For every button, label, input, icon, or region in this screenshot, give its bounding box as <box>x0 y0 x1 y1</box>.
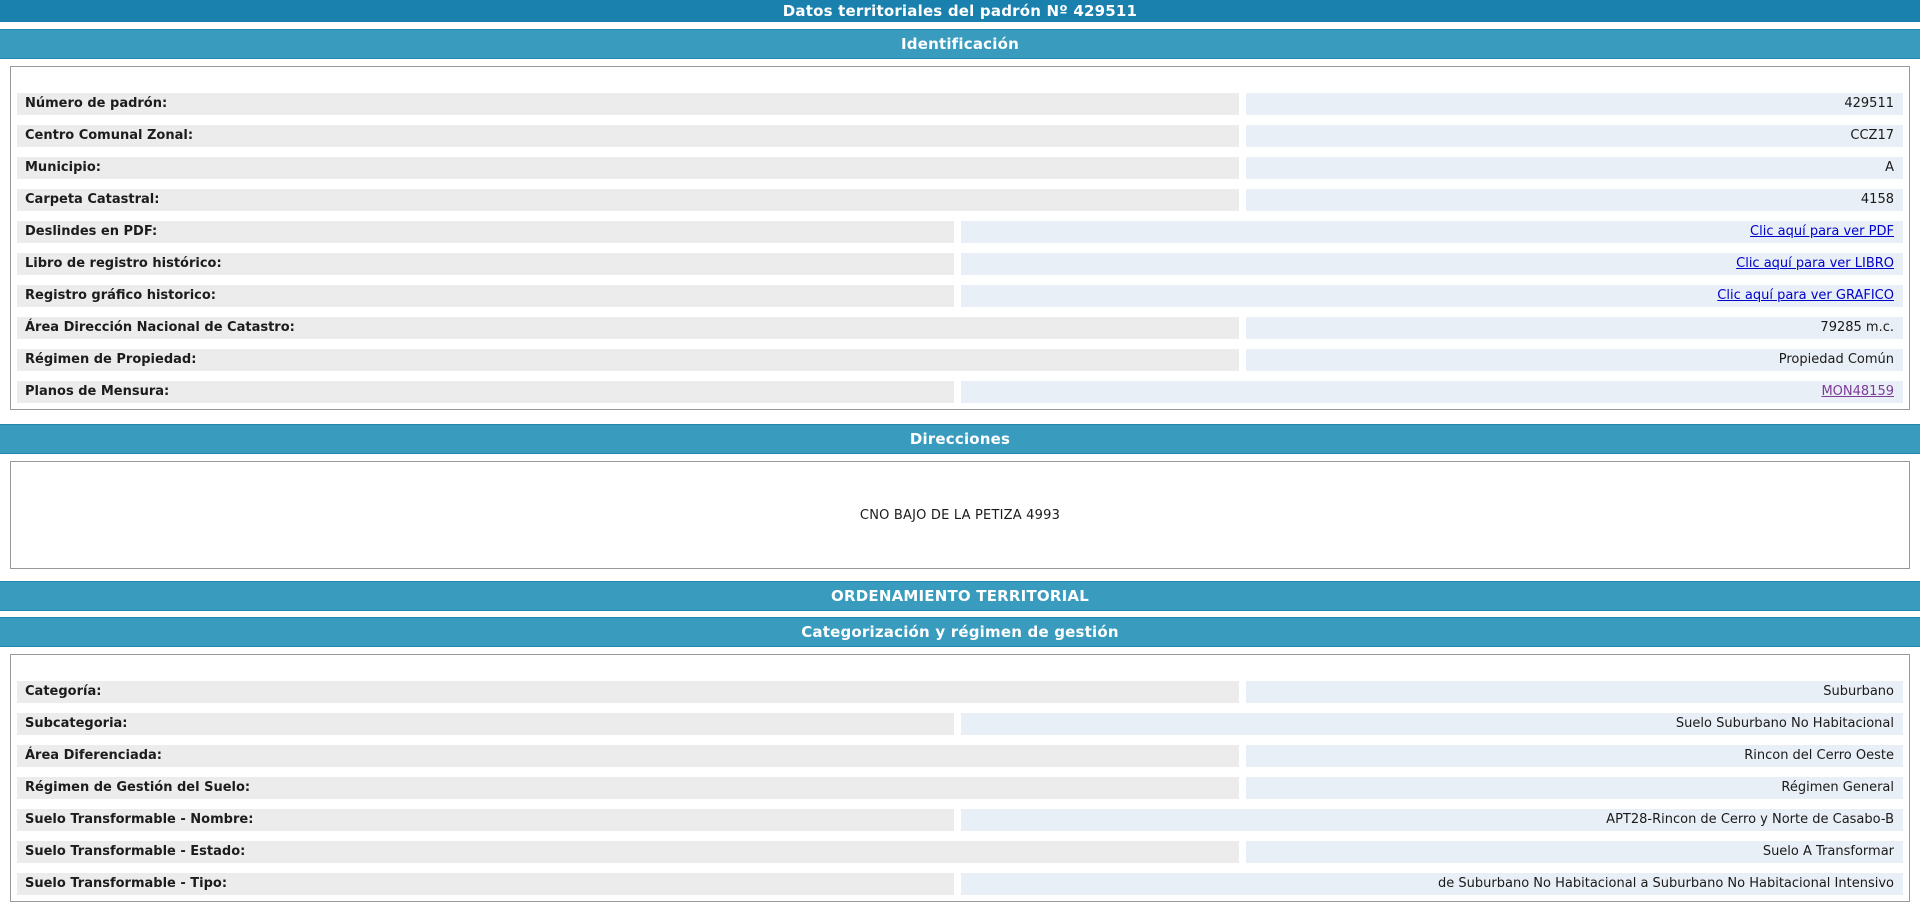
field-row-suelo-transformable-nombre: Suelo Transformable - Nombre: APT28-Rinc… <box>17 809 1903 831</box>
field-value: de Suburbano No Habitacional a Suburbano… <box>961 873 1903 895</box>
field-label: Planos de Mensura: <box>17 381 955 403</box>
field-label: Centro Comunal Zonal: <box>17 125 1240 147</box>
field-value: Clic aquí para ver GRAFICO <box>961 285 1903 307</box>
field-label: Categoría: <box>17 681 1240 703</box>
field-label: Suelo Transformable - Nombre: <box>17 809 955 831</box>
field-value: APT28-Rincon de Cerro y Norte de Casabo-… <box>961 809 1903 831</box>
field-row-regimen-gestion-suelo: Régimen de Gestión del Suelo: Régimen Ge… <box>17 777 1903 799</box>
ver-pdf-link[interactable]: Clic aquí para ver PDF <box>1750 224 1894 239</box>
address-text: CNO BAJO DE LA PETIZA 4993 <box>859 507 1061 523</box>
spacer <box>0 22 1920 29</box>
field-row-area-catastro: Área Dirección Nacional de Catastro: 792… <box>17 317 1903 339</box>
field-row-municipio: Municipio: A <box>17 157 1903 179</box>
field-value: Propiedad Común <box>1246 349 1903 371</box>
field-value: Clic aquí para ver PDF <box>961 221 1903 243</box>
spacer <box>0 410 1920 424</box>
categorizacion-panel: Categoría: Suburbano Subcategoria: Suelo… <box>10 654 1910 902</box>
field-value: Suburbano <box>1246 681 1903 703</box>
field-value: 4158 <box>1246 189 1903 211</box>
field-row-numero-de-padron: Número de padrón: 429511 <box>17 93 1903 115</box>
field-row-deslindes-pdf: Deslindes en PDF: Clic aquí para ver PDF <box>17 221 1903 243</box>
identificacion-panel: Número de padrón: 429511 Centro Comunal … <box>10 66 1910 410</box>
field-label: Área Dirección Nacional de Catastro: <box>17 317 1240 339</box>
field-label: Régimen de Gestión del Suelo: <box>17 777 1240 799</box>
field-label: Libro de registro histórico: <box>17 253 955 275</box>
field-value: MON48159 <box>961 381 1903 403</box>
field-label: Municipio: <box>17 157 1240 179</box>
spacer <box>0 569 1920 581</box>
field-row-planos-mensura: Planos de Mensura: MON48159 <box>17 381 1903 403</box>
section-header-categorizacion: Categorización y régimen de gestión <box>0 617 1920 647</box>
section-header-ordenamiento-territorial: ORDENAMIENTO TERRITORIAL <box>0 581 1920 611</box>
field-label: Régimen de Propiedad: <box>17 349 1240 371</box>
field-value: Suelo A Transformar <box>1246 841 1903 863</box>
field-value: Régimen General <box>1246 777 1903 799</box>
field-row-libro-registro-historico: Libro de registro histórico: Clic aquí p… <box>17 253 1903 275</box>
field-label: Suelo Transformable - Estado: <box>17 841 1240 863</box>
field-row-registro-grafico-historico: Registro gráfico historico: Clic aquí pa… <box>17 285 1903 307</box>
field-value: Clic aquí para ver LIBRO <box>961 253 1903 275</box>
ver-grafico-link[interactable]: Clic aquí para ver GRAFICO <box>1717 288 1894 303</box>
field-label: Número de padrón: <box>17 93 1240 115</box>
field-value: 79285 m.c. <box>1246 317 1903 339</box>
field-label: Suelo Transformable - Tipo: <box>17 873 955 895</box>
field-row-categoria: Categoría: Suburbano <box>17 681 1903 703</box>
field-row-carpeta-catastral: Carpeta Catastral: 4158 <box>17 189 1903 211</box>
field-label: Área Diferenciada: <box>17 745 1240 767</box>
field-value: Suelo Suburbano No Habitacional <box>961 713 1903 735</box>
field-label: Carpeta Catastral: <box>17 189 1240 211</box>
page-title: Datos territoriales del padrón Nº 429511 <box>0 0 1920 22</box>
field-row-suelo-transformable-estado: Suelo Transformable - Estado: Suelo A Tr… <box>17 841 1903 863</box>
field-row-area-diferenciada: Área Diferenciada: Rincon del Cerro Oest… <box>17 745 1903 767</box>
field-row-regimen-propiedad: Régimen de Propiedad: Propiedad Común <box>17 349 1903 371</box>
ver-libro-link[interactable]: Clic aquí para ver LIBRO <box>1736 256 1894 271</box>
field-label: Registro gráfico historico: <box>17 285 955 307</box>
field-row-subcategoria: Subcategoria: Suelo Suburbano No Habitac… <box>17 713 1903 735</box>
field-label: Deslindes en PDF: <box>17 221 955 243</box>
field-value: 429511 <box>1246 93 1903 115</box>
direcciones-panel: CNO BAJO DE LA PETIZA 4993 <box>10 461 1910 569</box>
field-row-suelo-transformable-tipo: Suelo Transformable - Tipo: de Suburbano… <box>17 873 1903 895</box>
field-value: CCZ17 <box>1246 125 1903 147</box>
field-value: Rincon del Cerro Oeste <box>1246 745 1903 767</box>
field-label: Subcategoria: <box>17 713 955 735</box>
plano-mensura-link[interactable]: MON48159 <box>1821 384 1894 399</box>
field-value: A <box>1246 157 1903 179</box>
field-row-centro-comunal-zonal: Centro Comunal Zonal: CCZ17 <box>17 125 1903 147</box>
section-header-identificacion: Identificación <box>0 29 1920 59</box>
section-header-direcciones: Direcciones <box>0 424 1920 454</box>
